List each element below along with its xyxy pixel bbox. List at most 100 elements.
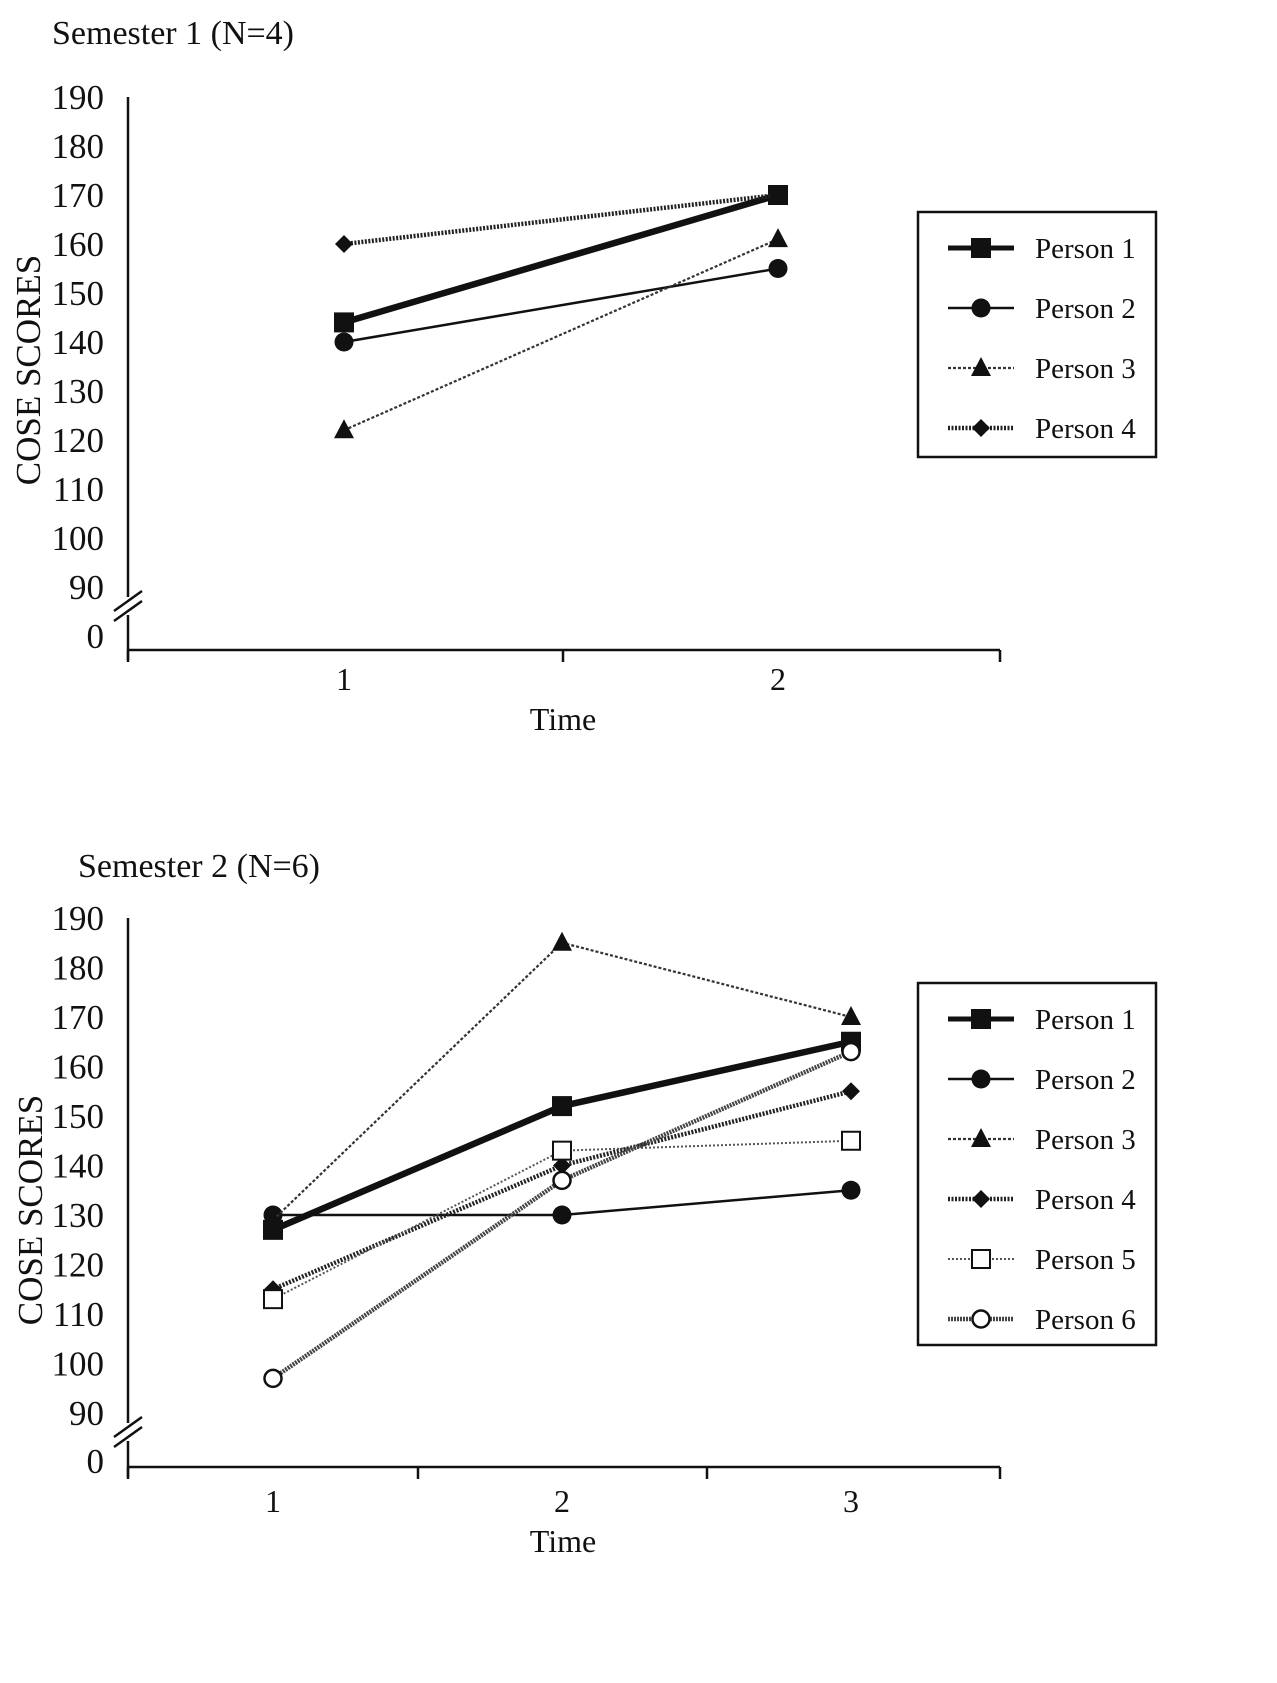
y-tick-label: 120 [52, 421, 105, 460]
y-tick-label: 90 [69, 568, 104, 607]
chart-title: Semester 1 (N=4) [52, 15, 294, 52]
legend-item: Person 4 [948, 413, 1136, 445]
y-tick-label: 130 [52, 1196, 105, 1235]
y-tick-label: 190 [52, 78, 105, 117]
legend-item: Person 2 [948, 293, 1136, 325]
legend-item: Person 3 [948, 1124, 1136, 1156]
legend-marker [971, 357, 991, 376]
legend-label: Person 6 [1035, 1304, 1136, 1336]
y-axis-title: COSE SCORES [9, 255, 48, 486]
axis-break-mark [113, 599, 143, 623]
legend-marker [971, 298, 991, 318]
x-axis-title: Time [530, 1523, 596, 1559]
data-point [334, 312, 354, 333]
x-tick-label: 2 [770, 661, 786, 697]
series-line [343, 267, 779, 344]
data-point [552, 1170, 572, 1191]
legend-item: Person 3 [948, 353, 1136, 385]
data-point [263, 1368, 283, 1389]
legend-label: Person 3 [1035, 1124, 1136, 1156]
axis-break-mark [113, 1415, 143, 1439]
legend-item: Person 5 [948, 1244, 1136, 1276]
data-point [334, 419, 354, 439]
y-tick-label: 160 [52, 225, 105, 264]
y-tick-label: 190 [52, 899, 105, 938]
series-5 [263, 1130, 861, 1310]
data-point [841, 1006, 861, 1025]
data-point [841, 1041, 861, 1062]
data-point [552, 931, 572, 951]
y-tick-label: 90 [69, 1394, 104, 1433]
chart-title: Semester 2 (N=6) [78, 848, 320, 885]
data-point [263, 1208, 283, 1228]
y-tick-label: 110 [53, 1295, 104, 1334]
x-tick-label: 2 [554, 1483, 570, 1519]
legend-box [916, 210, 1158, 459]
data-point [263, 1289, 283, 1310]
data-point [768, 259, 788, 278]
legend-item: Person 1 [948, 233, 1136, 265]
data-point [552, 1205, 572, 1225]
x-tick-label: 3 [843, 1483, 859, 1519]
y-tick-label: 110 [53, 470, 104, 509]
chart-1: Semester 1 (N=4)190180170160150140130120… [9, 15, 1158, 737]
series-1 [334, 185, 788, 333]
series-6 [263, 1041, 861, 1389]
series-3 [334, 228, 788, 439]
series-line [343, 238, 779, 432]
x-tick-label: 1 [336, 661, 352, 697]
legend-marker [971, 1128, 991, 1147]
legend-marker [971, 238, 991, 258]
y-tick-label: 150 [52, 1097, 105, 1136]
legend: Person 1 Person 2 Person 3 Person 4 Person 5… [916, 981, 1158, 1347]
axis-break-mark [113, 1425, 143, 1449]
data-point [769, 186, 787, 204]
data-point [335, 235, 353, 253]
legend-marker [971, 1309, 991, 1329]
y-tick-label: 150 [52, 274, 105, 313]
x-tick-label: 1 [265, 1483, 281, 1519]
legend-item: Person 2 [948, 1064, 1136, 1096]
chart-2: Semester 2 (N=6)190180170160150140130120… [11, 848, 1158, 1559]
series-2 [334, 259, 788, 352]
y-tick-label: 180 [52, 949, 105, 988]
legend-label: Person 5 [1035, 1244, 1136, 1276]
series-line [343, 191, 779, 326]
legend-label: Person 4 [1035, 413, 1136, 445]
data-point [334, 332, 354, 352]
legend-marker [972, 419, 990, 437]
legend-label: Person 1 [1035, 1004, 1136, 1036]
series-line [343, 192, 779, 247]
y-tick-label: 140 [52, 323, 105, 362]
axis-break-mark [113, 589, 143, 613]
y-tick-label: 130 [52, 372, 105, 411]
legend-item: Person 6 [948, 1304, 1136, 1336]
series-3 [263, 931, 861, 1228]
legend-label: Person 4 [1035, 1184, 1136, 1216]
data-point [842, 1082, 860, 1101]
legend-box [916, 981, 1158, 1347]
legend-marker [971, 1249, 991, 1269]
legend-label: Person 1 [1035, 233, 1136, 265]
data-point [552, 1096, 572, 1117]
y-tick-label: 170 [52, 998, 105, 1037]
y-tick-label: 120 [52, 1246, 105, 1285]
legend-item: Person 4 [948, 1184, 1136, 1216]
legend: Person 1 Person 2 Person 3 Person 4 [916, 210, 1158, 459]
y-tick-label: 140 [52, 1147, 105, 1186]
legend-marker [971, 1009, 991, 1029]
y-tick-label: 170 [52, 176, 105, 215]
y-tick-label: 180 [52, 127, 105, 166]
y-tick-label: 160 [52, 1048, 105, 1087]
data-point [553, 1156, 571, 1175]
series-4 [335, 186, 787, 253]
data-point [841, 1130, 861, 1151]
y-tick-label: 0 [87, 617, 105, 656]
y-tick-label: 100 [52, 519, 105, 558]
legend-marker [971, 1069, 991, 1089]
legend-item: Person 1 [948, 1004, 1136, 1036]
legend-marker [972, 1190, 990, 1208]
data-point [841, 1180, 861, 1200]
legend-label: Person 2 [1035, 1064, 1136, 1096]
